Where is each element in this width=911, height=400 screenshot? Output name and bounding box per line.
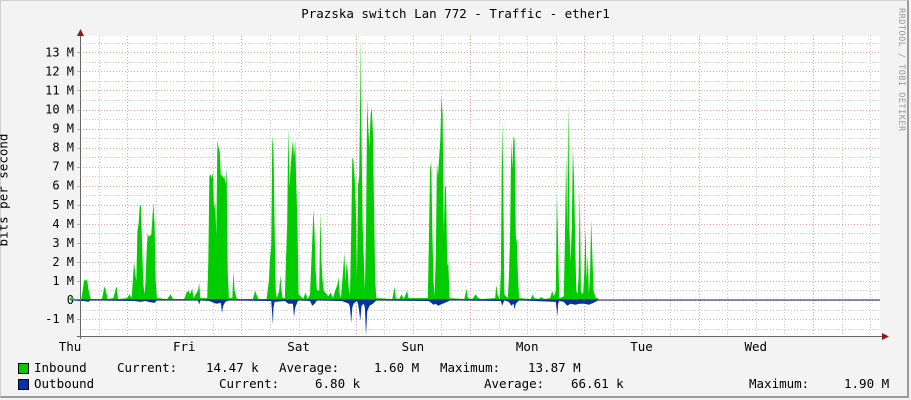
- y-tick-label: 9 M: [52, 122, 74, 136]
- y-tick-label: 5 M: [52, 198, 74, 212]
- x-day-label: Wed: [745, 339, 768, 354]
- inbound-maximum-label: Maximum:: [440, 360, 501, 375]
- x-day-label: Mon: [516, 339, 539, 354]
- y-tick-label: 3 M: [52, 236, 74, 250]
- y-tick-label: 1 M: [52, 274, 74, 288]
- y-tick-label: 6 M: [52, 179, 74, 193]
- x-day-label: Fri: [173, 339, 196, 354]
- chart-title: Prazska switch Lan 772 - Traffic - ether…: [301, 6, 610, 21]
- x-axis-labels: Thu Fri Sat Sun Mon Tue Wed: [59, 339, 767, 354]
- outbound-swatch: [18, 379, 29, 390]
- outbound-current-value: 6.80 k: [315, 376, 361, 391]
- outbound-current-label: Current:: [219, 376, 280, 391]
- outbound-average-value: 66.61 k: [571, 376, 624, 391]
- inbound-average-value: 1.60 M: [374, 360, 420, 375]
- outbound-maximum-value: 1.90 M: [844, 376, 890, 391]
- x-day-label: Sun: [402, 339, 425, 354]
- rrdtool-watermark: RRDTOOL / TOBI OETIKER: [896, 8, 906, 132]
- y-tick-label: 11 M: [45, 83, 74, 97]
- x-axis-arrow-icon: [882, 333, 889, 340]
- y-tick-label: 4 M: [52, 217, 74, 231]
- outbound-maximum-label: Maximum:: [749, 376, 810, 391]
- x-day-label: Thu: [59, 339, 82, 354]
- x-day-label: Tue: [630, 339, 653, 354]
- y-tick-label: 2 M: [52, 255, 74, 269]
- y-tick-label: 12 M: [45, 64, 74, 78]
- y-tick-label: -1 M: [45, 312, 74, 326]
- inbound-current-value: 14.47 k: [206, 360, 259, 375]
- y-tick-label: 13 M: [45, 45, 74, 59]
- inbound-average-label: Average:: [279, 360, 340, 375]
- y-axis-ticks: -1 M01 M2 M3 M4 M5 M6 M7 M8 M9 M10 M11 M…: [45, 45, 74, 326]
- inbound-current-label: Current:: [117, 360, 178, 375]
- y-axis-arrow-icon: [77, 29, 84, 36]
- inbound-label: Inbound: [34, 360, 87, 375]
- grid-lines: [77, 36, 880, 336]
- y-tick-label: 7 M: [52, 160, 74, 174]
- y-tick-label: 10 M: [45, 103, 74, 117]
- x-day-label: Sat: [287, 339, 310, 354]
- outbound-label: Outbound: [34, 376, 95, 391]
- y-tick-label: 8 M: [52, 141, 74, 155]
- outbound-average-label: Average:: [484, 376, 545, 391]
- inbound-swatch: [18, 363, 29, 374]
- inbound-maximum-value: 13.87 M: [528, 360, 581, 375]
